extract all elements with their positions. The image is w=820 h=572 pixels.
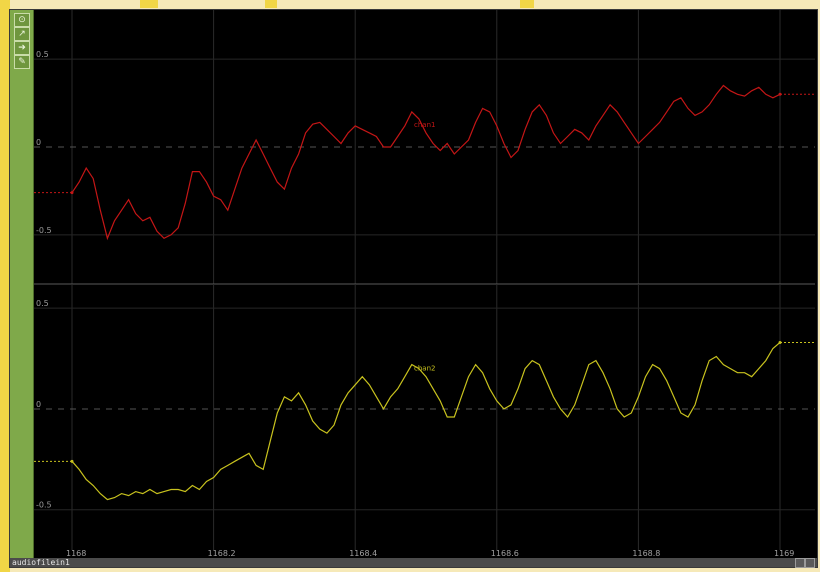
series-line [71,341,781,501]
y-tick-label: -0.5 [36,226,52,235]
background-stripe [265,0,277,8]
channel-graph-svg[interactable]: 0.5 0 -0.5 chan1 0.5 0 -0.5 chan2 1168 1168.2 1168… [34,10,815,560]
channel-graph-area[interactable]: 0.5 0 -0.5 chan1 0.5 0 -0.5 chan2 1168 1168.2 1168… [34,10,815,560]
y-tick-label: 0 [36,138,41,147]
status-bar: audiofilein1 [10,558,817,568]
y-tick-label: 0.5 [36,299,49,308]
home-icon[interactable]: ⊙ [14,13,30,27]
series-endpoint [70,459,74,463]
operator-name: audiofilein1 [12,558,70,567]
y-tick-label: 0.5 [36,50,49,59]
scroll-right-button[interactable] [805,558,815,568]
series-endpoint [70,191,74,195]
x-tick-label: 1168.2 [208,549,236,558]
x-tick-label: 1168 [66,549,86,558]
fit-icon[interactable]: ↗ [14,27,30,41]
x-tick-label: 1169 [774,549,794,558]
y-tick-label: -0.5 [36,501,52,510]
background-stripe [140,0,158,8]
background-stripe [0,0,10,572]
channel-name-label: chan2 [414,365,435,373]
series-line [71,84,781,241]
scroll-left-button[interactable] [795,558,805,568]
x-tick-label: 1168.8 [632,549,660,558]
y-tick-label: 0 [36,400,41,409]
x-tick-label: 1168.6 [491,549,519,558]
animation-editor-window: ⊙ ↗ ➔ ✎ 0.5 0 -0.5 chan1 0.5 0 -0.5 chan2 1168 11… [9,9,818,568]
series-endpoint [778,340,782,344]
editor-toolbar: ⊙ ↗ ➔ ✎ [10,10,34,567]
x-tick-label: 1168.4 [349,549,377,558]
background-stripe [520,0,534,8]
series-endpoint [778,92,782,96]
arrow-icon[interactable]: ➔ [14,41,30,55]
channel-name-label: chan1 [414,121,435,129]
pen-icon[interactable]: ✎ [14,55,30,69]
